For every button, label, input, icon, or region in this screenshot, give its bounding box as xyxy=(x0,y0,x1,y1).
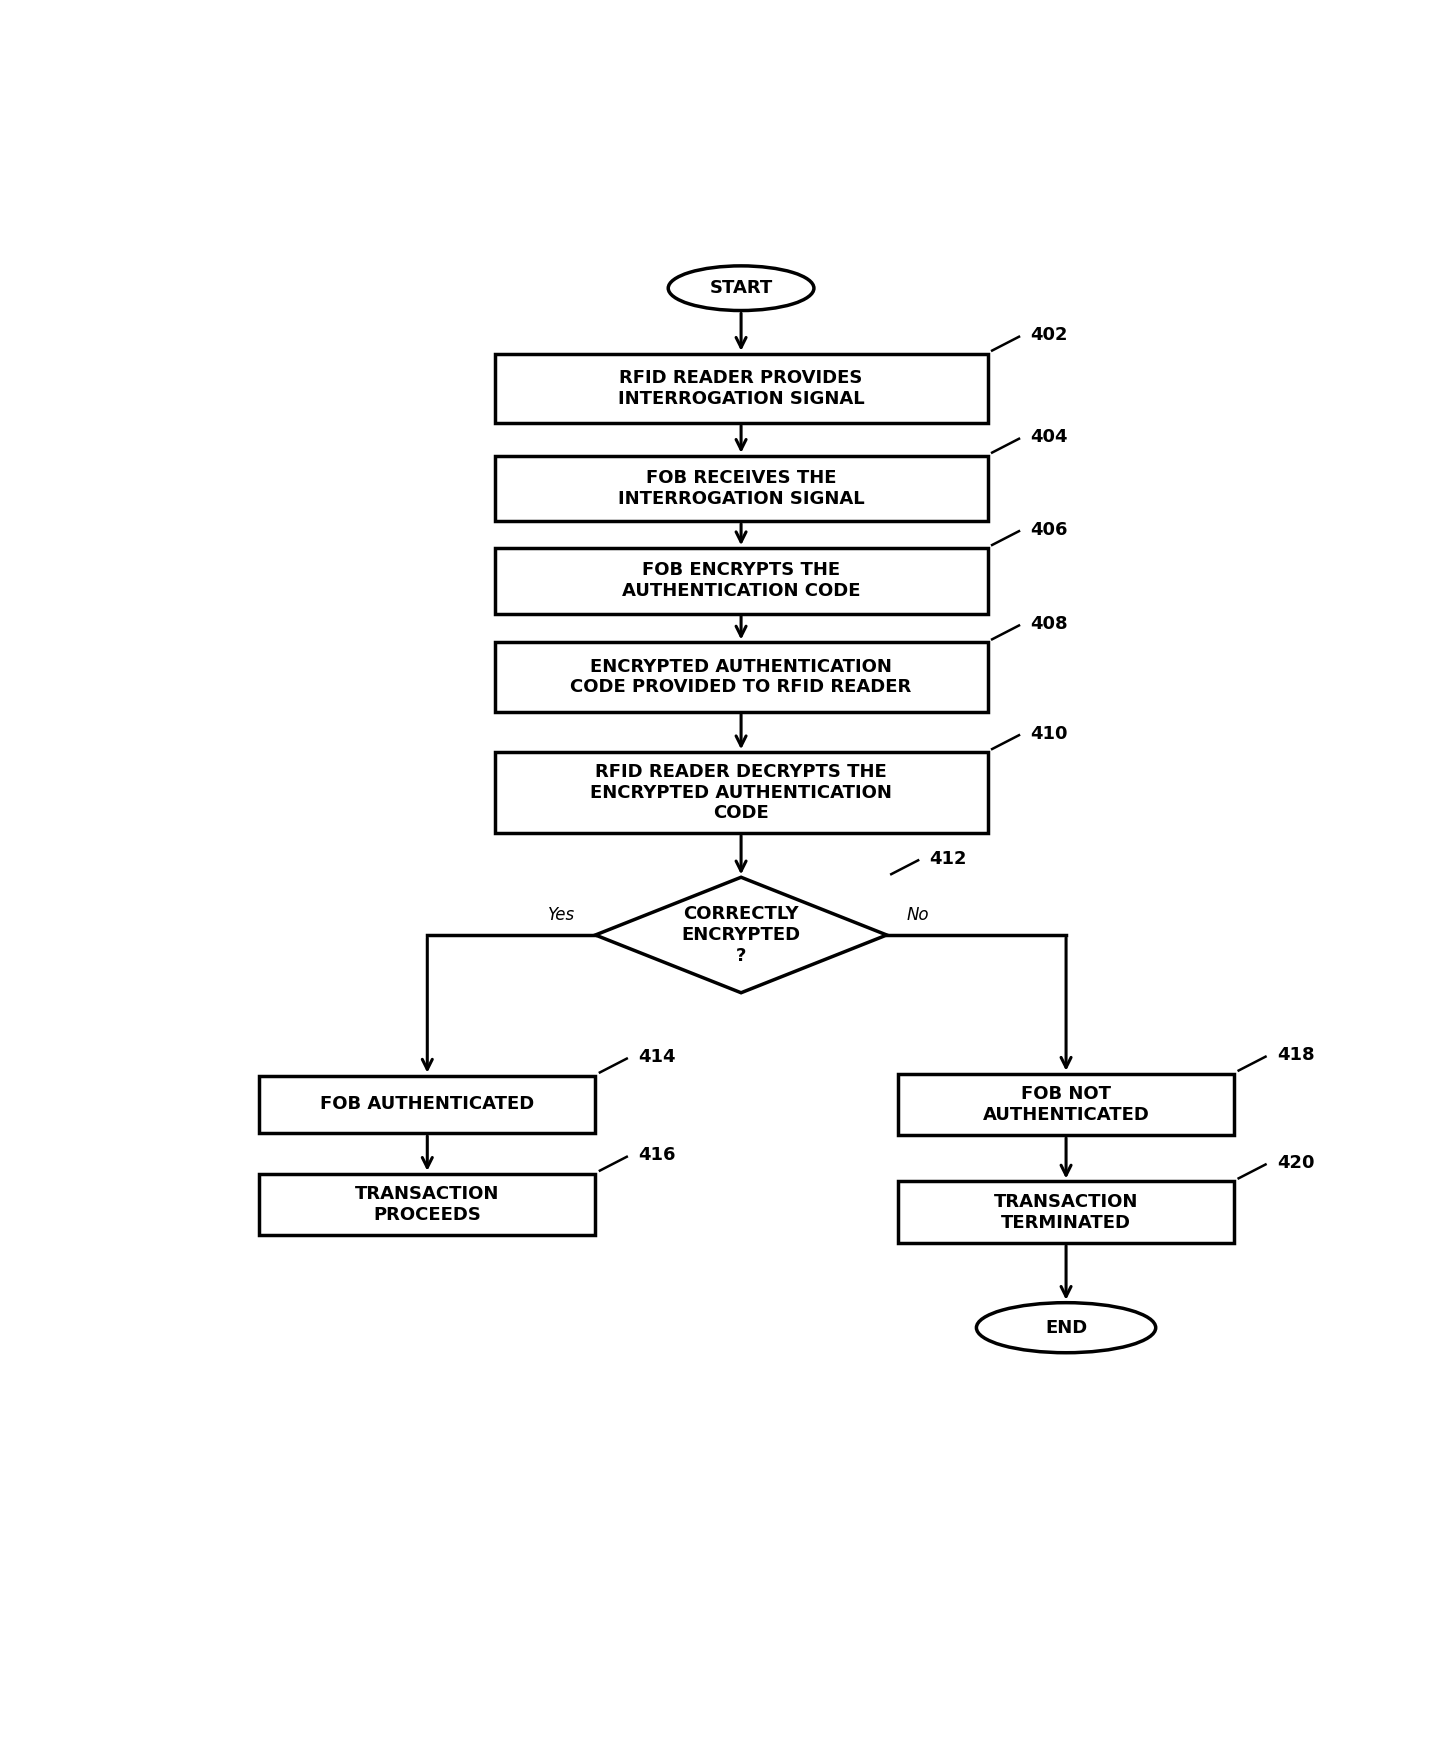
Text: 404: 404 xyxy=(1030,428,1067,447)
FancyBboxPatch shape xyxy=(898,1074,1235,1135)
Text: 408: 408 xyxy=(1030,616,1067,634)
FancyBboxPatch shape xyxy=(259,1174,596,1236)
FancyBboxPatch shape xyxy=(495,752,988,832)
Text: FOB ENCRYPTS THE
AUTHENTICATION CODE: FOB ENCRYPTS THE AUTHENTICATION CODE xyxy=(622,561,860,600)
Text: FOB RECEIVES THE
INTERROGATION SIGNAL: FOB RECEIVES THE INTERROGATION SIGNAL xyxy=(617,468,865,509)
FancyBboxPatch shape xyxy=(495,547,988,614)
Text: FOB AUTHENTICATED: FOB AUTHENTICATED xyxy=(320,1095,535,1114)
Text: 414: 414 xyxy=(638,1049,675,1067)
FancyBboxPatch shape xyxy=(495,456,988,521)
Ellipse shape xyxy=(976,1302,1155,1353)
FancyBboxPatch shape xyxy=(495,354,988,422)
Text: TRANSACTION
TERMINATED: TRANSACTION TERMINATED xyxy=(993,1193,1138,1232)
Text: FOB NOT
AUTHENTICATED: FOB NOT AUTHENTICATED xyxy=(983,1084,1150,1125)
Text: START: START xyxy=(710,280,772,297)
Text: Yes: Yes xyxy=(548,906,576,924)
Polygon shape xyxy=(596,876,886,993)
Text: RFID READER DECRYPTS THE
ENCRYPTED AUTHENTICATION
CODE: RFID READER DECRYPTS THE ENCRYPTED AUTHE… xyxy=(590,762,892,822)
Text: END: END xyxy=(1045,1318,1087,1336)
Text: ENCRYPTED AUTHENTICATION
CODE PROVIDED TO RFID READER: ENCRYPTED AUTHENTICATION CODE PROVIDED T… xyxy=(571,658,911,697)
Text: 418: 418 xyxy=(1277,1047,1314,1065)
Text: 406: 406 xyxy=(1030,521,1067,539)
FancyBboxPatch shape xyxy=(898,1181,1235,1243)
Text: 402: 402 xyxy=(1030,326,1067,345)
Text: CORRECTLY
ENCRYPTED
?: CORRECTLY ENCRYPTED ? xyxy=(681,905,801,964)
Text: 410: 410 xyxy=(1030,725,1067,743)
Text: TRANSACTION
PROCEEDS: TRANSACTION PROCEEDS xyxy=(356,1184,499,1223)
Text: 416: 416 xyxy=(638,1146,675,1165)
FancyBboxPatch shape xyxy=(259,1075,596,1133)
Text: 412: 412 xyxy=(930,850,967,868)
Ellipse shape xyxy=(668,266,814,310)
Text: No: No xyxy=(907,906,930,924)
Text: 420: 420 xyxy=(1277,1155,1314,1172)
Text: RFID READER PROVIDES
INTERROGATION SIGNAL: RFID READER PROVIDES INTERROGATION SIGNA… xyxy=(617,370,865,408)
FancyBboxPatch shape xyxy=(495,642,988,711)
